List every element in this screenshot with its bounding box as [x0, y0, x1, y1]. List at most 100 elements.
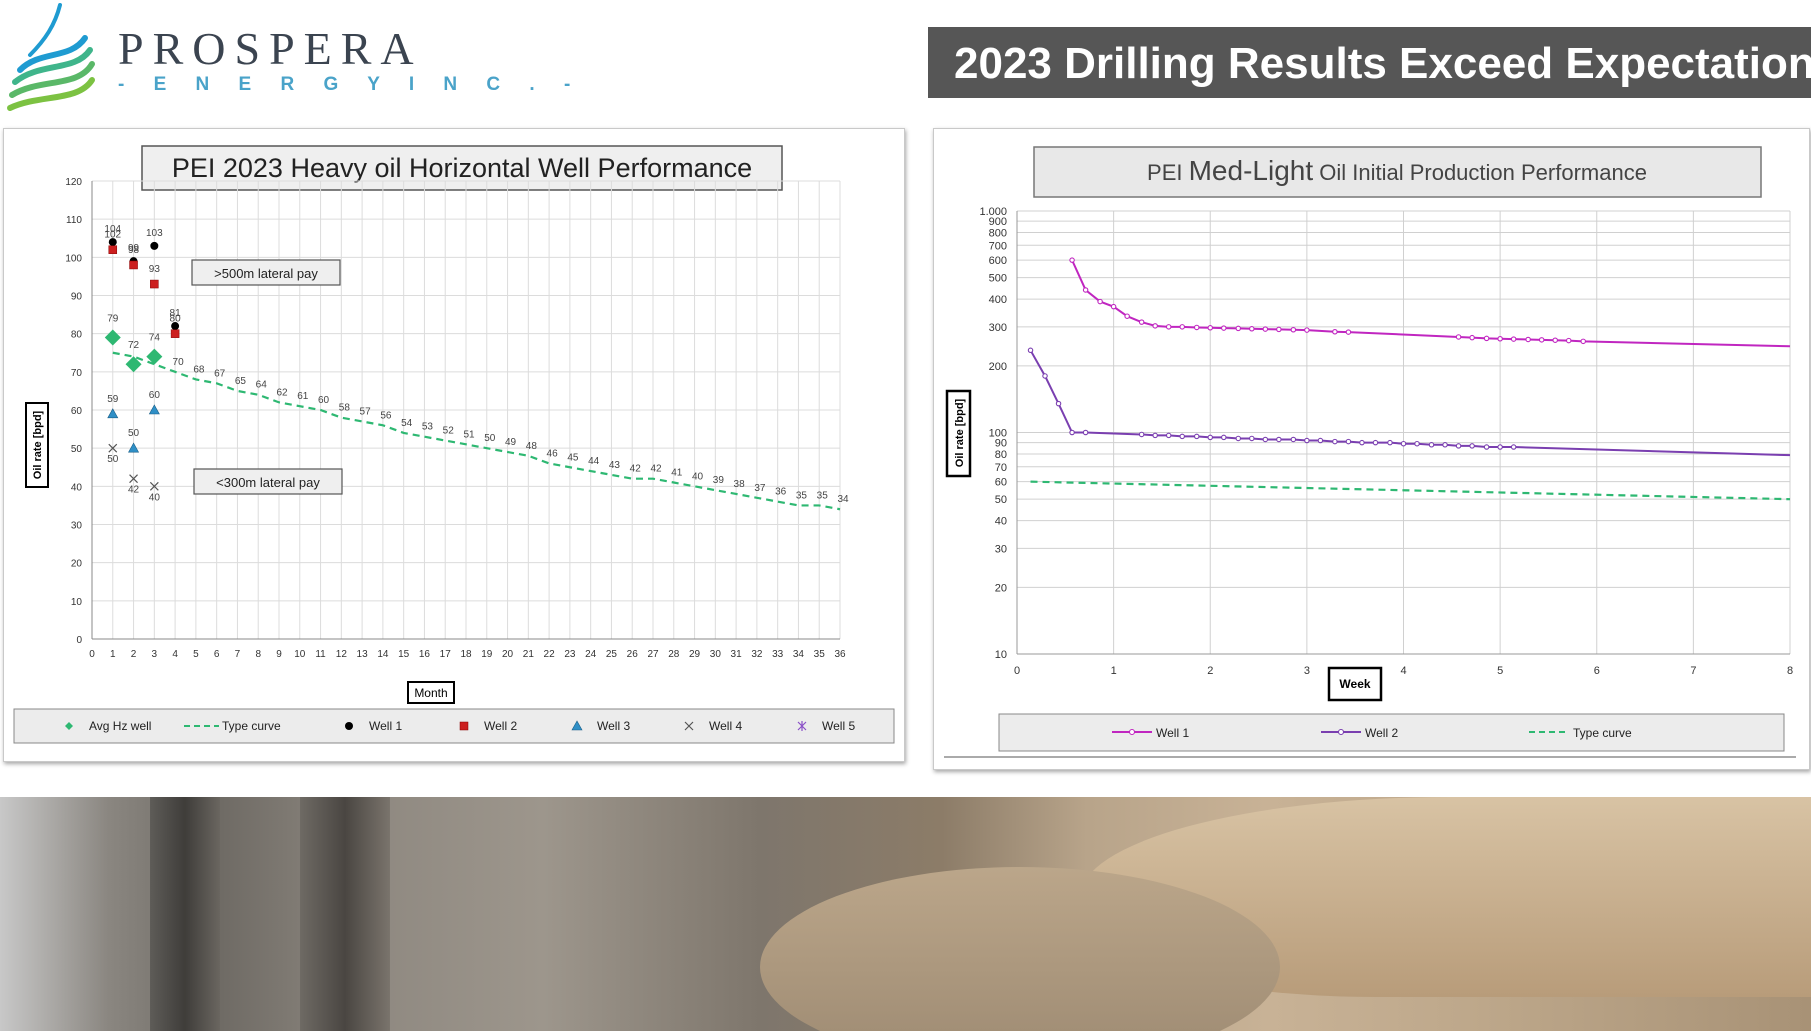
well-2-point: [1152, 432, 1158, 439]
logo-swoosh-icon: [7, 3, 95, 111]
well-2-point: [1332, 438, 1338, 445]
page-title: 2023 Drilling Results Exceed Expectation…: [954, 39, 1811, 88]
y-axis-label: Oil rate [bpd]: [954, 398, 966, 467]
x-tick-label: 5: [193, 649, 199, 660]
x-tick-label: 1: [1111, 665, 1117, 677]
type-curve-data-label: 56: [380, 410, 392, 421]
well-2-point: [1193, 433, 1200, 440]
type-curve-data-label: 64: [256, 380, 268, 391]
x-axis-label-box: [1327, 666, 1383, 702]
y-tick-label: 0: [76, 635, 82, 646]
y-tick-label: 200: [989, 361, 1007, 373]
x-tick-label: 25: [606, 649, 618, 660]
well-2-point: [1469, 443, 1475, 449]
type-curve-data-label: 48: [526, 441, 538, 452]
chart-title-part: Oil Initial Production Performance: [1313, 160, 1647, 185]
legend-swatch-marker-well-1: [1128, 728, 1136, 736]
avg-hz-well-point: [125, 356, 142, 373]
company-logo: PROSPERA - E N E R G Y I N C . -: [0, 0, 570, 120]
well-1-point: [1455, 334, 1462, 340]
x-tick-label: 35: [814, 649, 826, 660]
x-tick-label: 5: [1497, 665, 1503, 677]
type-curve-data-label: 37: [754, 483, 766, 494]
x-tick-label: 2: [131, 649, 137, 660]
well-2-point: [1055, 400, 1062, 407]
y-tick-label: 100: [65, 253, 82, 264]
x-tick-label: 24: [585, 649, 597, 660]
well-2-point: [1262, 436, 1269, 443]
y-tick-label: 60: [71, 406, 83, 417]
legend-label-well-1: Well 1: [1156, 726, 1189, 740]
well-1-point: [150, 241, 159, 250]
well-2-point: [1082, 429, 1089, 436]
well-2-point: [1207, 434, 1213, 441]
legend-label-well-2: Well 2: [1365, 726, 1398, 740]
y-tick-label: 110: [66, 215, 82, 226]
type-curve-data-label: 70: [173, 357, 185, 368]
y-tick-label: 50: [995, 494, 1007, 506]
y-tick-label: 700: [989, 240, 1007, 252]
legend-label-type-curve: Type curve: [1573, 726, 1632, 740]
x-axis-label-box: [407, 681, 455, 704]
y-tick-label: 800: [989, 227, 1007, 239]
well-2-point: [1455, 443, 1462, 449]
well-4-point: [129, 474, 138, 484]
y-tick-label: 400: [989, 294, 1007, 306]
type-curve-line: [1030, 480, 1791, 501]
type-curve-data-label: 60: [318, 395, 330, 406]
legend-label-well-1: Well 1: [369, 719, 402, 733]
x-tick-label: 15: [398, 649, 410, 660]
well-2-point: [1345, 438, 1352, 445]
type-curve-data-label: 65: [235, 376, 247, 387]
x-tick-label: 27: [647, 649, 659, 660]
legend-label-well-3: Well 3: [597, 719, 630, 733]
annotation-label: <300m lateral pay: [216, 475, 320, 490]
y-tick-label: 900: [989, 216, 1007, 228]
well-4-point: [108, 443, 118, 453]
y-axis-label: Oil rate [bpd]: [32, 410, 44, 479]
well-2-point: [1387, 439, 1393, 446]
well-1-point: [1332, 329, 1338, 335]
well-1-point: [1152, 323, 1158, 329]
x-tick-label: 20: [502, 649, 514, 660]
well-2-point: [1069, 429, 1075, 436]
x-tick-label: 0: [1014, 665, 1020, 677]
legend-swatch-avg-hz-well: [65, 722, 73, 730]
y-tick-label: 30: [71, 521, 83, 532]
x-tick-label: 10: [294, 649, 306, 660]
chart-title-box: [1033, 146, 1762, 198]
well-2-point: [150, 279, 159, 289]
x-tick-label: 23: [564, 649, 576, 660]
x-tick-label: 17: [440, 649, 452, 660]
y-axis-label-box: [25, 402, 49, 488]
well-1-point: [1249, 326, 1255, 332]
well-1-data-label: 104: [104, 224, 121, 235]
y-tick-label: 80: [995, 449, 1007, 461]
well-1-point: [1110, 303, 1117, 310]
y-tick-label: 40: [995, 516, 1007, 528]
well-2-point: [1027, 347, 1034, 354]
type-curve-data-label: 53: [422, 422, 434, 433]
well-2-data-label: 93: [149, 264, 161, 275]
avg-hz-well-data-label: 72: [128, 340, 140, 351]
well-2-point: [1483, 444, 1490, 450]
x-tick-label: 33: [772, 649, 784, 660]
well-1-data-label: 103: [146, 228, 163, 239]
type-curve-data-label: 40: [692, 471, 704, 482]
well-4-data-label: 50: [107, 454, 119, 465]
avg-hz-well-data-label: 79: [107, 313, 119, 324]
logo-subtitle: - E N E R G Y I N C . -: [118, 74, 583, 95]
title-banner: 2023 Drilling Results Exceed Expectation…: [928, 27, 1811, 98]
y-tick-label: 80: [71, 330, 83, 341]
type-curve-data-label: 52: [443, 426, 455, 437]
well-1-point: [1207, 325, 1213, 331]
type-curve-line: [112, 351, 841, 511]
type-curve-data-label: 39: [713, 475, 725, 486]
photo-post: [300, 797, 390, 1031]
well-1-point: [1138, 319, 1145, 325]
y-tick-label: 20: [995, 582, 1007, 594]
well-2-point: [1414, 440, 1420, 447]
x-tick-label: 7: [235, 649, 241, 660]
well-1-point: [1565, 337, 1572, 344]
type-curve-data-label: 68: [193, 364, 205, 375]
